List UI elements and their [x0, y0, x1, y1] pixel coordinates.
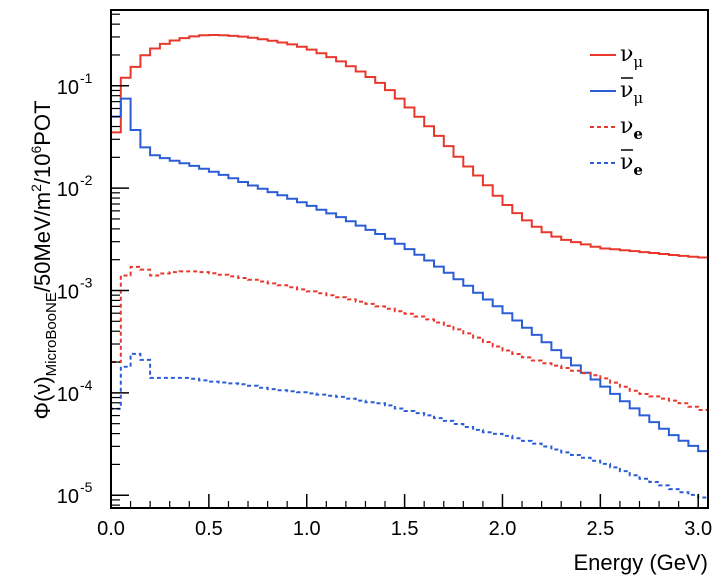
y-tick-label: 10	[57, 179, 79, 201]
legend: νμ νμ νe νe	[590, 42, 643, 179]
y-axis-title-subscript: MicroBooNE	[43, 292, 60, 376]
legend-label-numubar: νμ	[620, 78, 643, 107]
x-tick-label: 0.5	[195, 518, 223, 540]
plot-frame	[110, 9, 709, 509]
x-tick-label: 0.0	[97, 518, 125, 540]
ticks-layer: 0.0 0.5 1.0 1.5 2.0 2.5 3.010-510-410-310 -210-…	[57, 13, 712, 540]
series-line-numu	[110, 34, 708, 508]
y-axis-title-unit-mid: /10	[30, 153, 55, 184]
x-tick-label: 1.0	[293, 518, 321, 540]
series-layer	[110, 34, 708, 508]
legend-label-nuebar: νe	[620, 150, 643, 179]
y-axis-title-sup2: 6	[28, 145, 44, 153]
series-line-nue	[110, 265, 708, 508]
legend-label-nue: νe	[620, 114, 643, 143]
y-tick-exponent: -3	[80, 274, 93, 290]
series-line-nuebar	[110, 352, 708, 508]
y-tick-exponent: -4	[80, 377, 93, 393]
y-tick-exponent: -2	[80, 172, 93, 188]
y-tick-exponent: -1	[80, 70, 93, 86]
y-axis-title-sup1: 2	[28, 184, 44, 192]
x-tick-label: 1.5	[391, 518, 419, 540]
y-axis-title-unit-main: /50MeV/m	[30, 192, 55, 292]
y-tick-label: 10	[57, 77, 79, 99]
y-tick-label: 10	[57, 486, 79, 508]
y-axis-title-prefix: Φ(ν)	[30, 376, 55, 419]
x-axis-title: Energy (GeV)	[574, 550, 709, 575]
x-tick-label: 2.0	[489, 518, 517, 540]
y-axis-title-unit-end: POT	[30, 100, 55, 145]
y-axis-title: Φ(ν)MicroBooNE/50MeV/m2/106POT	[28, 100, 60, 419]
legend-label-numu: νμ	[620, 42, 643, 71]
series-line-numubar	[110, 97, 708, 508]
y-tick-exponent: -5	[80, 479, 93, 495]
y-tick-label: 10	[57, 281, 79, 303]
y-tick-label: 10	[57, 384, 79, 406]
x-tick-label: 3.0	[684, 518, 712, 540]
x-tick-label: 2.5	[586, 518, 614, 540]
